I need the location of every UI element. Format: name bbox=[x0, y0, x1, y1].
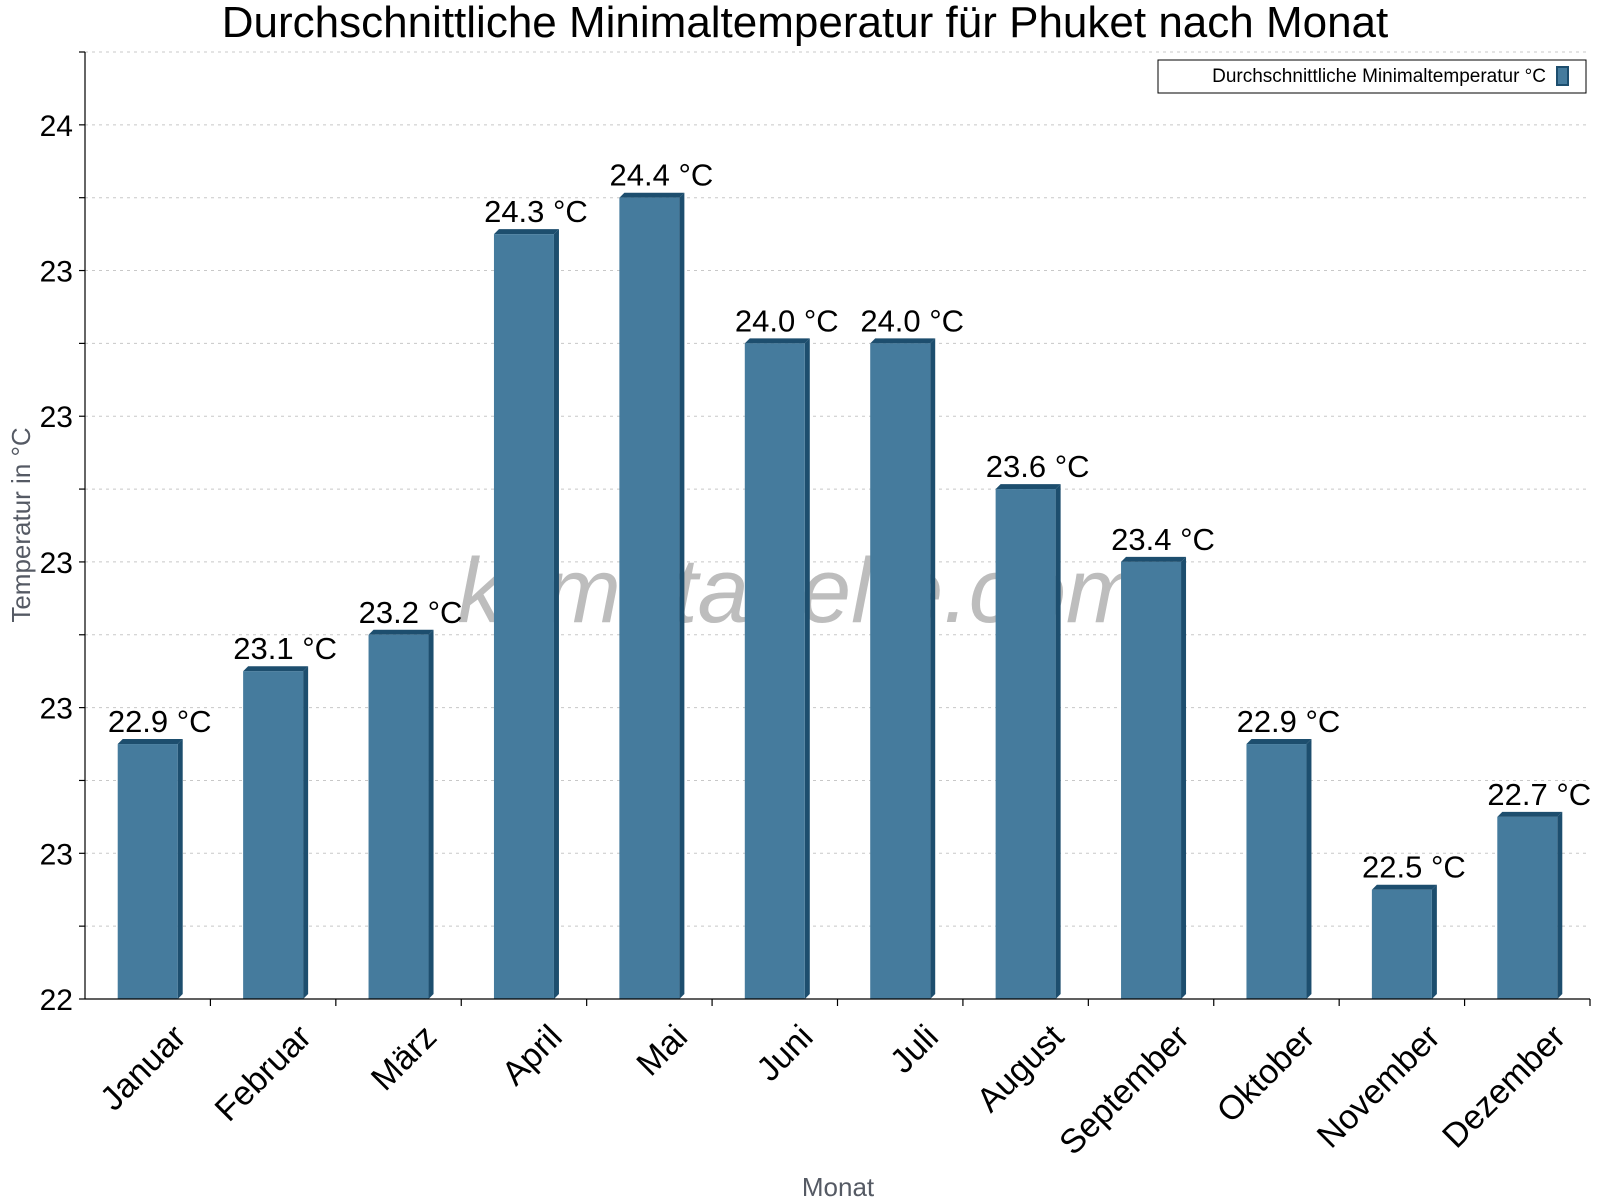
bar-front bbox=[870, 343, 931, 999]
chart-title: Durchschnittliche Minimaltemperatur für … bbox=[222, 0, 1389, 47]
data-label: 24.3 °C bbox=[484, 194, 588, 229]
y-tick-label: 23 bbox=[40, 838, 73, 871]
bar-side bbox=[679, 192, 685, 999]
x-tick-label: November bbox=[1310, 1018, 1448, 1156]
data-label: 22.9 °C bbox=[108, 704, 212, 739]
data-label: 24.0 °C bbox=[860, 303, 964, 338]
legend-box bbox=[1157, 59, 1587, 94]
data-label: 23.2 °C bbox=[359, 595, 463, 630]
bar-side bbox=[177, 739, 183, 999]
bar-side bbox=[303, 666, 309, 999]
bar-top bbox=[870, 338, 936, 344]
y-ticks: 22 23 23 23 23 23 24 bbox=[40, 51, 85, 1017]
x-tick-label: August bbox=[970, 1017, 1072, 1119]
bar bbox=[368, 629, 434, 999]
bar-top bbox=[493, 229, 559, 235]
y-tick-label: 23 bbox=[40, 401, 73, 434]
grid-lines bbox=[85, 51, 1590, 927]
bar-side bbox=[428, 629, 434, 999]
y-tick-label: 23 bbox=[40, 256, 73, 289]
bar bbox=[243, 666, 309, 999]
y-axis-title: Temperatur in °C bbox=[6, 427, 36, 622]
x-tick-label: Februar bbox=[208, 1018, 319, 1129]
legend: Durchschnittliche Minimaltemperatur °C bbox=[1157, 59, 1587, 94]
x-tick-label: Juli bbox=[883, 1018, 946, 1081]
bar bbox=[1497, 811, 1563, 999]
data-label: 23.6 °C bbox=[986, 449, 1090, 484]
bar bbox=[117, 739, 183, 999]
x-ticks: Januar Februar März April Mai Juni Juli AugustS… bbox=[93, 999, 1591, 1162]
x-tick-label: Oktober bbox=[1210, 1018, 1322, 1130]
y-tick-label: 23 bbox=[40, 547, 73, 580]
legend-swatch bbox=[1556, 66, 1569, 86]
bar bbox=[870, 338, 936, 999]
bar-front bbox=[493, 234, 554, 1000]
bar-top bbox=[368, 629, 434, 635]
bar-front bbox=[995, 489, 1056, 999]
x-tick-label: September bbox=[1052, 1018, 1196, 1162]
data-label: 22.7 °C bbox=[1487, 777, 1591, 812]
bar bbox=[619, 192, 685, 999]
bar-side bbox=[1055, 484, 1061, 1000]
bar bbox=[1246, 739, 1312, 999]
bar-top bbox=[619, 192, 685, 198]
bar-top bbox=[1121, 556, 1187, 562]
bar bbox=[1121, 556, 1187, 999]
y-tick-label: 23 bbox=[40, 693, 73, 726]
bar-side bbox=[804, 338, 810, 999]
data-label: 22.5 °C bbox=[1362, 850, 1466, 885]
bars bbox=[117, 192, 1563, 1000]
x-tick-label: Mai bbox=[629, 1018, 695, 1084]
value-labels: 22.9 °C 23.1 °C 23.2 °C 24.3 °C 24.4 °C 24.0 … bbox=[108, 158, 1591, 885]
bar-front bbox=[1371, 889, 1432, 999]
bar-front bbox=[1121, 561, 1182, 999]
bar-side bbox=[1431, 884, 1437, 999]
bar-side bbox=[553, 229, 559, 1000]
bar-side bbox=[1181, 556, 1187, 999]
bar bbox=[995, 484, 1061, 1000]
x-axis-title: Monat bbox=[802, 1172, 875, 1200]
bar-front bbox=[744, 343, 805, 999]
data-label: 23.1 °C bbox=[233, 631, 337, 666]
bar-top bbox=[117, 739, 183, 745]
bar-front bbox=[1497, 816, 1558, 999]
bar-top bbox=[1371, 884, 1437, 890]
bar-side bbox=[1557, 811, 1563, 999]
x-tick-label: Dezember bbox=[1435, 1018, 1573, 1156]
bar-top bbox=[1497, 811, 1563, 817]
y-tick-label: 24 bbox=[40, 110, 73, 143]
bar-front bbox=[243, 671, 304, 999]
bar-top bbox=[744, 338, 810, 344]
x-tick-label: März bbox=[364, 1018, 444, 1098]
data-label: 24.0 °C bbox=[735, 303, 839, 338]
bar bbox=[1371, 884, 1437, 999]
bar-top bbox=[995, 484, 1061, 490]
data-label: 22.9 °C bbox=[1237, 704, 1341, 739]
bar-front bbox=[619, 197, 680, 999]
bar-top bbox=[1246, 739, 1312, 745]
bar-side bbox=[1306, 739, 1312, 999]
bar bbox=[744, 338, 810, 999]
data-label: 23.4 °C bbox=[1111, 522, 1215, 557]
x-tick-label: April bbox=[495, 1018, 570, 1093]
bar-side bbox=[930, 338, 936, 999]
x-tick-label: Juni bbox=[749, 1018, 820, 1089]
legend-label: Durchschnittliche Minimaltemperatur °C bbox=[1212, 66, 1546, 87]
bar-top bbox=[243, 666, 309, 672]
x-tick-label: Januar bbox=[93, 1018, 193, 1118]
bar-front bbox=[368, 634, 429, 999]
bar bbox=[493, 229, 559, 1000]
bar-front bbox=[1246, 744, 1307, 999]
y-tick-label: 22 bbox=[40, 984, 73, 1017]
data-label: 24.4 °C bbox=[610, 158, 714, 193]
bar-front bbox=[117, 744, 178, 999]
